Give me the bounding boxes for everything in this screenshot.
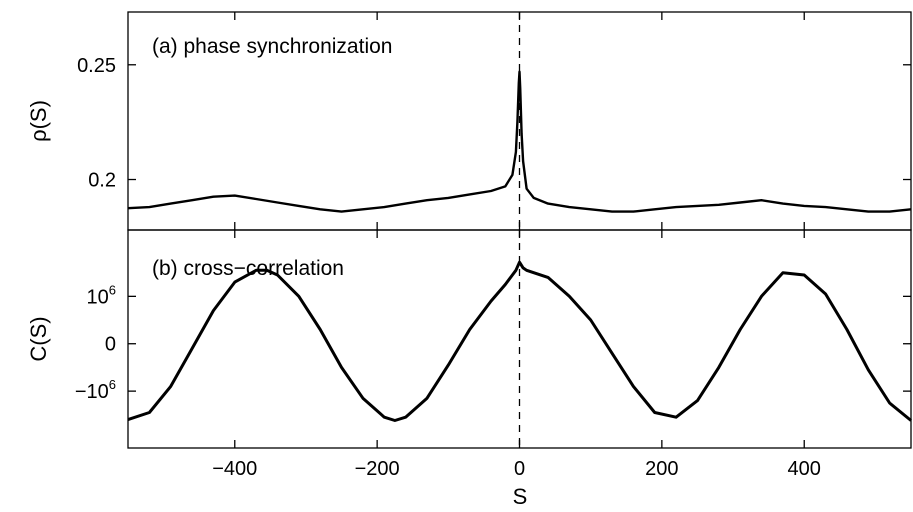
panel-a: 0.2 0.25 (a) phase synchronization ρ(S) [26,11,912,231]
panel-b-series-line [127,260,912,422]
panel-a-y-tick-label: 0.2 [88,170,116,192]
x-tick-label: 400 [788,458,821,480]
panel-a-y-ticks: 0.2 0.25 [77,55,911,192]
panel-b: −106 0 106 −400 −200 0 200 400 (b) cross−corre… [26,229,912,509]
panel-b-x-ticks: −400 −200 0 200 400 [212,230,821,480]
panel-b-label: (b) cross−correlation [152,257,344,280]
panel-a-y-axis-title: ρ(S) [26,100,51,142]
panel-a-y-tick-label: 0.25 [77,55,116,77]
panel-b-y-axis-title: C(S) [26,316,51,361]
panel-b-y-tick-label: −106 [75,377,116,403]
x-tick-label: −200 [355,458,400,480]
x-tick-label: 0 [514,458,525,480]
panel-b-y-tick-label: 106 [87,282,116,308]
x-axis-title: S [513,484,528,509]
panel-a-x-ticks [234,12,805,230]
panel-a-series-line [127,70,912,213]
panel-b-y-tick-label: 0 [105,334,116,356]
x-tick-label: −400 [212,458,257,480]
x-tick-label: 200 [645,458,678,480]
panel-a-label: (a) phase synchronization [152,35,392,58]
